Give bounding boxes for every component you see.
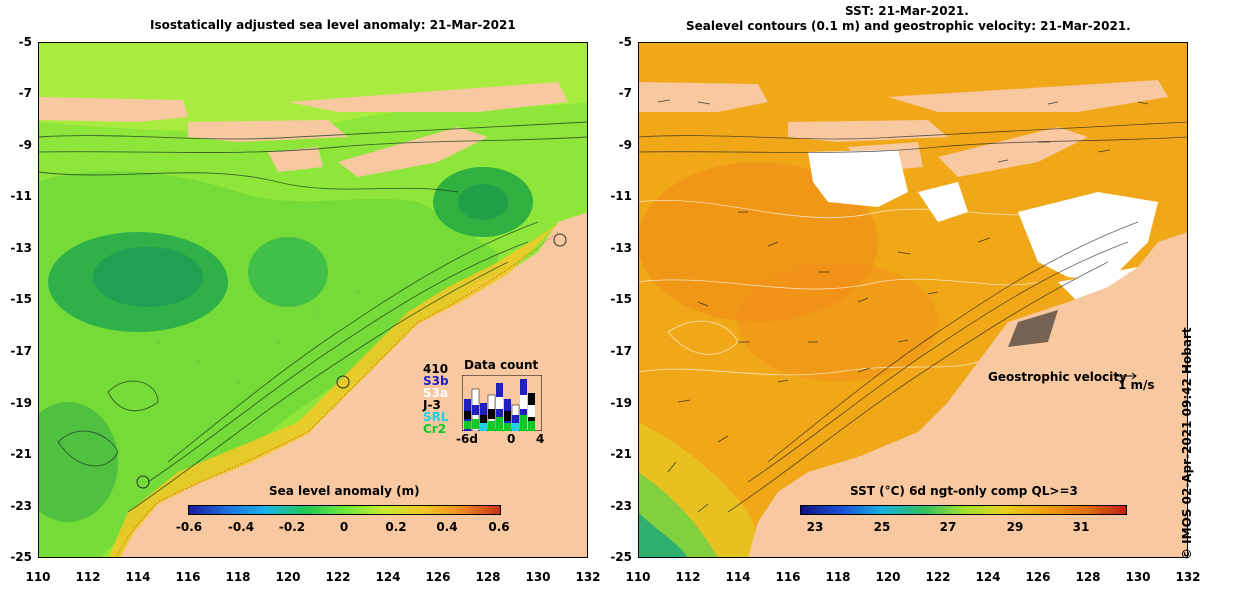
y-axis-label: -19 — [10, 396, 32, 410]
x-axis-label: 118 — [225, 570, 251, 584]
left-panel-title: Isostatically adjusted sea level anomaly… — [150, 18, 516, 32]
sst-map-graphic — [638, 42, 1188, 558]
sst-colorbar — [800, 505, 1127, 515]
sst-colorbar-label: 27 — [939, 520, 957, 534]
x-axis-label: 116 — [175, 570, 201, 584]
right-panel-title-line2: Sealevel contours (0.1 m) and geostrophi… — [686, 19, 1131, 33]
x-axis-label: 112 — [675, 570, 701, 584]
sst-colorbar-label: 29 — [1006, 520, 1024, 534]
data-count-x-zero: 0 — [507, 432, 516, 446]
imos-credit: © IMOS 02-Apr-2021 09:42 Hobart — [1180, 327, 1194, 560]
x-axis-label: 122 — [325, 570, 351, 584]
sst-colorbar-label: 31 — [1072, 520, 1090, 534]
x-axis-label: 128 — [475, 570, 501, 584]
x-axis-label: 110 — [25, 570, 51, 584]
y-axis-label: -11 — [10, 189, 32, 203]
sla-colorbar-label: 0.4 — [436, 520, 458, 534]
data-count-x-start: -6d — [456, 432, 478, 446]
x-axis-label: 132 — [575, 570, 601, 584]
x-axis-label: 132 — [1175, 570, 1201, 584]
x-axis-label: 118 — [825, 570, 851, 584]
geostrophic-velocity-arrows — [657, 99, 1149, 513]
mission-cr2: Cr2 — [423, 422, 447, 436]
mission-srl: SRL — [423, 410, 449, 424]
sla-colorbar-label: -0.4 — [227, 520, 255, 534]
x-axis-label: 126 — [1025, 570, 1051, 584]
sla-colorbar-label: 0.6 — [488, 520, 510, 534]
y-axis-label: -25 — [610, 550, 632, 564]
y-axis-label: -17 — [10, 344, 32, 358]
y-axis-label: -21 — [610, 447, 632, 461]
sla-colorbar-label: 0.2 — [385, 520, 407, 534]
velocity-scale-arrow-icon — [1116, 372, 1137, 380]
y-axis-label: -15 — [10, 292, 32, 306]
x-axis-label: 124 — [975, 570, 1001, 584]
sst-colorbar-label: 23 — [806, 520, 824, 534]
x-axis-label: 126 — [425, 570, 451, 584]
y-axis-label: -17 — [610, 344, 632, 358]
data-count-title: Data count — [464, 358, 539, 372]
sst-colorbar-label: 25 — [873, 520, 891, 534]
sla-colorbar-label: -0.2 — [278, 520, 306, 534]
y-axis-label: -13 — [610, 241, 632, 255]
data-count-x-end: 4 — [536, 432, 545, 446]
x-axis-label: 122 — [925, 570, 951, 584]
x-axis-label: 114 — [125, 570, 151, 584]
y-axis-label: -25 — [10, 550, 32, 564]
sla-colorbar-title: Sea level anomaly (m) — [269, 484, 420, 498]
y-axis-label: -5 — [18, 35, 32, 49]
x-axis-label: 128 — [1075, 570, 1101, 584]
data-count-max: 410 — [423, 362, 449, 376]
y-axis-label: -13 — [10, 241, 32, 255]
x-axis-label: 110 — [625, 570, 651, 584]
x-axis-label: 116 — [775, 570, 801, 584]
mission-s3a: S3a — [423, 386, 449, 400]
y-axis-label: -21 — [10, 447, 32, 461]
y-axis-label: -11 — [610, 189, 632, 203]
y-axis-label: -9 — [18, 138, 32, 152]
velocity-legend-scale: 1 m/s — [1118, 378, 1155, 392]
x-axis-label: 112 — [75, 570, 101, 584]
x-axis-label: 130 — [1125, 570, 1151, 584]
sst-map[interactable]: Geostrophic velocity 1 m/s SST (°C) 6d n… — [638, 42, 1188, 558]
y-axis-label: -23 — [10, 499, 32, 513]
right-panel-title-line1: SST: 21-Mar-2021. — [845, 4, 969, 18]
y-axis-label: -15 — [610, 292, 632, 306]
sea-level-anomaly-map[interactable]: 410 Data count S3b S3a J-3 SRL Cr2 -6d 0… — [38, 42, 588, 558]
y-axis-label: -7 — [618, 86, 632, 100]
x-axis-label: 114 — [725, 570, 751, 584]
sst-colorbar-title: SST (°C) 6d ngt-only comp QL>=3 — [850, 484, 1078, 498]
mission-j3: J-3 — [423, 398, 441, 412]
y-axis-label: -19 — [610, 396, 632, 410]
x-axis-label: 124 — [375, 570, 401, 584]
sea-level-anomaly-map-graphic — [38, 42, 588, 558]
x-axis-label: 120 — [275, 570, 301, 584]
mission-s3b: S3b — [423, 374, 449, 388]
y-axis-label: -5 — [618, 35, 632, 49]
sla-colorbar — [188, 505, 501, 515]
x-axis-label: 120 — [875, 570, 901, 584]
y-axis-label: -23 — [610, 499, 632, 513]
y-axis-label: -7 — [18, 86, 32, 100]
data-count-histogram — [462, 375, 542, 431]
y-axis-label: -9 — [618, 138, 632, 152]
sla-colorbar-label: -0.6 — [175, 520, 203, 534]
x-axis-label: 130 — [525, 570, 551, 584]
velocity-legend-label: Geostrophic velocity — [988, 370, 1127, 384]
sla-colorbar-label: 0 — [339, 520, 349, 534]
